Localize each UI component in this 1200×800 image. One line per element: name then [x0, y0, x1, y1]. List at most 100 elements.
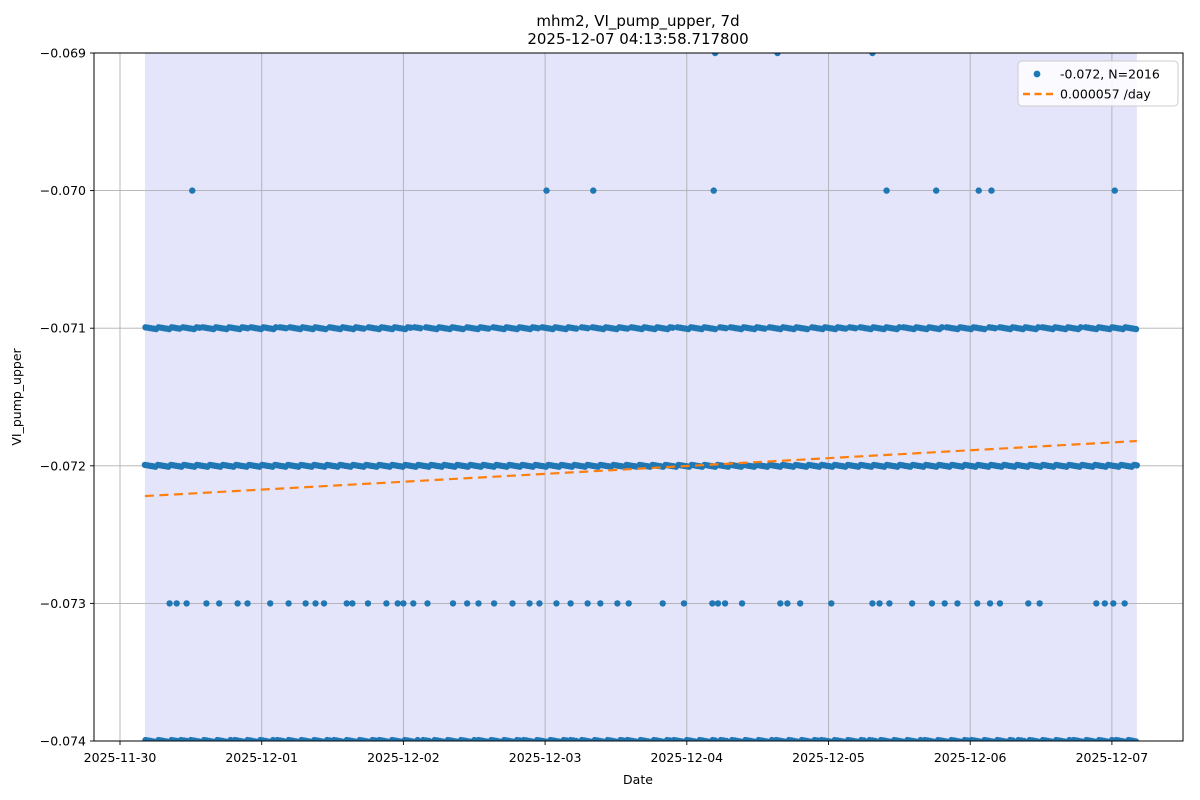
x-tick-label: 2025-12-02 — [367, 750, 440, 765]
chart-title-line1: mhm2, VI_pump_upper, 7d — [536, 12, 739, 31]
scatter-layer — [141, 53, 1141, 741]
data-point — [872, 737, 879, 741]
data-point — [203, 600, 210, 607]
data-point — [584, 325, 591, 332]
data-point — [1132, 738, 1140, 741]
data-point — [1036, 600, 1043, 607]
data-point — [625, 600, 632, 607]
data-point — [996, 600, 1004, 607]
data-point — [680, 600, 688, 607]
data-point — [173, 600, 180, 607]
data-point — [723, 737, 730, 741]
data-point — [711, 737, 719, 741]
trend-line — [144, 439, 1137, 498]
data-point — [714, 600, 722, 607]
data-point — [876, 600, 883, 607]
data-point — [383, 600, 390, 607]
data-point — [1110, 600, 1117, 607]
data-point — [941, 600, 948, 607]
data-point — [417, 325, 424, 332]
data-point — [349, 600, 356, 607]
data-point — [709, 600, 716, 607]
data-point — [597, 600, 604, 607]
data-point — [796, 600, 804, 607]
data-point — [425, 737, 433, 741]
data-point — [183, 600, 190, 607]
data-point — [553, 600, 560, 607]
data-point — [938, 324, 946, 331]
data-point — [584, 600, 591, 607]
data-point — [669, 324, 676, 331]
data-point — [410, 600, 417, 607]
y-tick-label: −0.070 — [40, 183, 86, 198]
data-point — [526, 600, 533, 607]
scatter-level — [141, 461, 1141, 470]
data-point — [414, 736, 421, 741]
data-point — [722, 325, 729, 332]
x-tick-label: 2025-12-05 — [792, 750, 865, 765]
scatter-level — [142, 736, 1140, 741]
data-point — [509, 600, 516, 607]
data-window-shade-layer — [144, 53, 1137, 741]
data-point — [1111, 187, 1118, 194]
data-point — [475, 600, 482, 607]
data-point — [567, 600, 574, 607]
data-point — [343, 600, 350, 607]
y-tick-label: −0.074 — [40, 734, 86, 749]
legend: -0.072, N=2016 0.000057 /day — [1017, 60, 1179, 107]
chart-title-line2: 2025-12-07 04:13:58.717800 — [527, 30, 748, 48]
data-point — [463, 600, 471, 607]
data-point — [166, 600, 173, 607]
y-tick-label: −0.071 — [40, 321, 86, 336]
x-tick-label: 2025-11-30 — [84, 750, 157, 765]
data-point — [738, 600, 746, 607]
data-point — [1133, 462, 1141, 469]
data-point — [1077, 324, 1084, 331]
data-point — [279, 737, 287, 741]
data-point — [932, 187, 940, 194]
data-point — [721, 600, 729, 607]
data-point — [1121, 600, 1128, 607]
legend-marker-dot — [1033, 70, 1041, 78]
data-point — [302, 600, 309, 607]
y-tick-label: −0.069 — [40, 46, 86, 61]
data-point — [234, 600, 241, 607]
data-point — [981, 325, 988, 333]
data-point — [804, 325, 811, 333]
data-point — [1009, 737, 1016, 741]
data-point — [777, 600, 784, 607]
scatter-level — [711, 53, 876, 57]
data-point — [424, 600, 431, 607]
data-point — [490, 600, 498, 607]
data-point — [954, 600, 961, 607]
data-point — [988, 187, 995, 194]
x-tick-label: 2025-12-03 — [509, 750, 582, 765]
data-point — [189, 187, 196, 194]
data-point — [360, 325, 367, 332]
data-point — [928, 600, 936, 607]
data-point — [614, 600, 621, 607]
data-point — [986, 600, 994, 607]
data-point — [1093, 600, 1100, 607]
scatter-level — [166, 600, 1128, 607]
data-point — [784, 600, 791, 607]
data-window-shade — [144, 53, 1137, 741]
data-point — [543, 187, 550, 194]
scatter-level — [142, 324, 1140, 333]
data-point — [974, 600, 981, 607]
data-point — [215, 600, 223, 607]
data-point — [883, 187, 890, 194]
data-point — [244, 600, 251, 607]
tick-layer: 2025-11-30 2025-12-01 2025-12-02 2025-12-03… — [40, 46, 1148, 766]
data-point — [320, 600, 328, 607]
x-axis-label: Date — [623, 772, 653, 787]
data-point — [711, 325, 719, 333]
data-point — [991, 325, 999, 332]
data-point — [852, 325, 859, 332]
legend-entry-slope: 0.000057 /day — [1060, 87, 1151, 102]
data-point — [485, 325, 492, 332]
data-point — [886, 600, 893, 607]
data-point — [573, 737, 580, 741]
x-tick-label: 2025-12-06 — [934, 750, 1007, 765]
